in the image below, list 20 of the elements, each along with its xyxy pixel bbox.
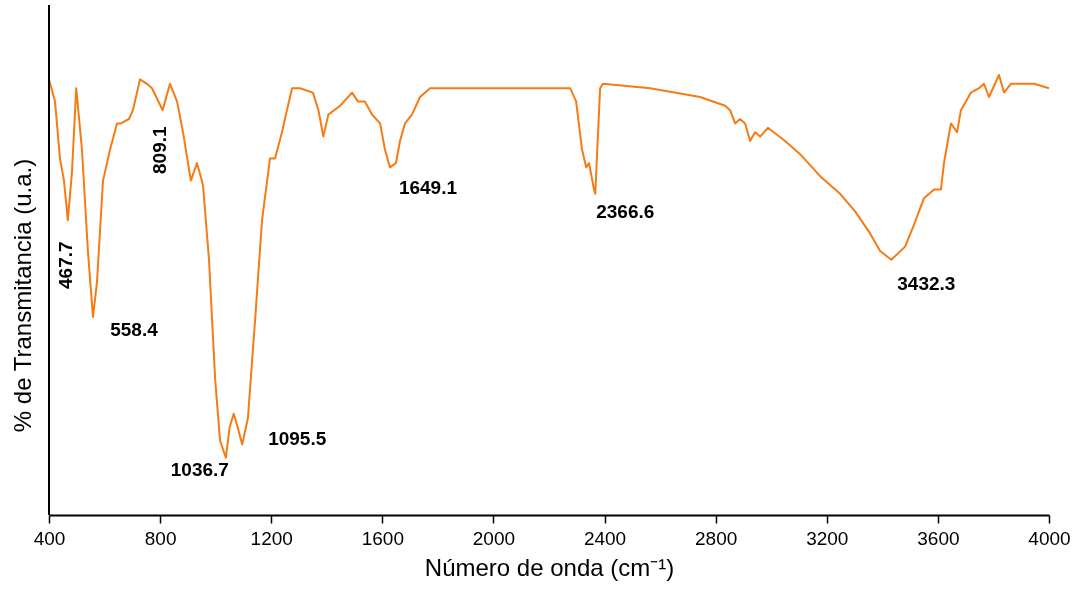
y-axis-title: % de Transmitancia (u.a.) bbox=[8, 158, 36, 433]
annotation: 3432.3 bbox=[897, 272, 956, 294]
annotation: 1036.7 bbox=[170, 458, 229, 480]
annotation: 1649.1 bbox=[398, 177, 458, 198]
annotation: 1095.5 bbox=[268, 427, 327, 449]
x-axis-title: Número de onda (cm⁻¹) bbox=[424, 553, 675, 581]
x-tick-label: 3200 bbox=[806, 527, 849, 549]
x-tick-label: 800 bbox=[144, 527, 177, 549]
annotation: 809.1 bbox=[148, 125, 170, 174]
x-tick-label: 2800 bbox=[695, 527, 738, 549]
x-tick-label: 2400 bbox=[583, 527, 627, 549]
x-tick-label: 2000 bbox=[472, 527, 516, 549]
x-tick-label: 3600 bbox=[917, 527, 960, 549]
annotation: 467.7 bbox=[54, 241, 76, 289]
annotation: 558.4 bbox=[110, 319, 159, 340]
x-tick-label: 1600 bbox=[361, 527, 404, 549]
x-tick-label: 4000 bbox=[1028, 527, 1071, 549]
x-tick-label: 400 bbox=[33, 527, 66, 549]
annotation: 2366.6 bbox=[596, 200, 655, 222]
x-tick-label: 1200 bbox=[250, 527, 293, 549]
